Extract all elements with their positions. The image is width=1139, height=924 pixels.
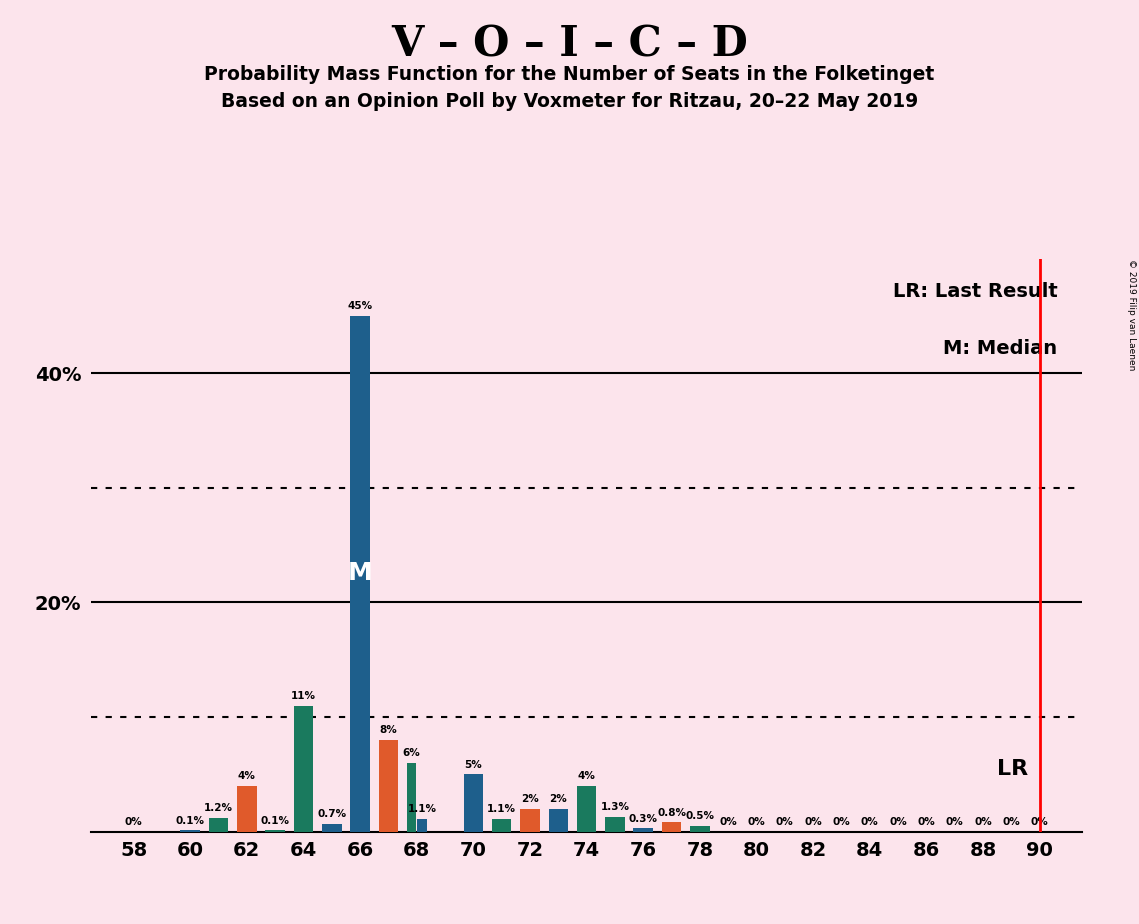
Text: 0%: 0% xyxy=(719,817,737,827)
Text: 11%: 11% xyxy=(290,691,316,701)
Bar xyxy=(378,740,399,832)
Bar xyxy=(237,785,256,832)
Bar xyxy=(417,819,427,832)
Bar xyxy=(521,808,540,832)
Text: 0%: 0% xyxy=(1031,817,1049,827)
Text: 0%: 0% xyxy=(747,817,765,827)
Text: 1.1%: 1.1% xyxy=(487,805,516,814)
Bar xyxy=(492,819,511,832)
Text: 45%: 45% xyxy=(347,301,372,311)
Text: M: Median: M: Median xyxy=(943,339,1057,358)
Text: LR: LR xyxy=(997,759,1029,779)
Text: 0%: 0% xyxy=(917,817,935,827)
Text: V – O – I – C – D: V – O – I – C – D xyxy=(391,23,748,65)
Text: 0%: 0% xyxy=(945,817,964,827)
Text: M: M xyxy=(347,561,372,585)
Text: 0.5%: 0.5% xyxy=(686,811,714,821)
Bar xyxy=(208,818,228,832)
Text: 0.1%: 0.1% xyxy=(261,816,289,826)
Text: Based on an Opinion Poll by Voxmeter for Ritzau, 20–22 May 2019: Based on an Opinion Poll by Voxmeter for… xyxy=(221,92,918,112)
Bar xyxy=(690,826,710,832)
Text: 0.8%: 0.8% xyxy=(657,808,686,818)
Text: 0%: 0% xyxy=(776,817,794,827)
Bar xyxy=(605,817,624,832)
Text: 2%: 2% xyxy=(549,794,567,804)
Text: 0.7%: 0.7% xyxy=(318,809,346,819)
Text: 0%: 0% xyxy=(804,817,822,827)
Text: 0%: 0% xyxy=(1002,817,1021,827)
Bar xyxy=(662,822,681,832)
Text: 6%: 6% xyxy=(402,748,420,759)
Text: 0%: 0% xyxy=(861,817,878,827)
Text: 4%: 4% xyxy=(238,772,256,781)
Bar xyxy=(180,831,200,832)
Bar xyxy=(576,785,597,832)
Bar xyxy=(265,831,285,832)
Text: © 2019 Filip van Laenen: © 2019 Filip van Laenen xyxy=(1126,259,1136,371)
Text: 0%: 0% xyxy=(974,817,992,827)
Text: Probability Mass Function for the Number of Seats in the Folketinget: Probability Mass Function for the Number… xyxy=(204,65,935,84)
Text: 1.1%: 1.1% xyxy=(408,805,436,814)
Text: 5%: 5% xyxy=(465,760,482,770)
Bar xyxy=(351,316,370,832)
Text: 0%: 0% xyxy=(124,817,142,827)
Text: 2%: 2% xyxy=(521,794,539,804)
Text: 0.3%: 0.3% xyxy=(629,813,657,823)
Bar xyxy=(322,823,342,832)
Text: 0%: 0% xyxy=(890,817,907,827)
Text: LR: Last Result: LR: Last Result xyxy=(893,282,1057,300)
Bar xyxy=(294,706,313,832)
Bar xyxy=(549,808,568,832)
Text: 0.1%: 0.1% xyxy=(175,816,205,826)
Text: 4%: 4% xyxy=(577,772,596,781)
Text: 8%: 8% xyxy=(379,725,398,736)
Text: 1.2%: 1.2% xyxy=(204,803,233,813)
Bar xyxy=(464,774,483,832)
Bar xyxy=(633,828,653,832)
Text: 0%: 0% xyxy=(833,817,851,827)
Text: 1.3%: 1.3% xyxy=(600,802,630,812)
Bar xyxy=(407,763,416,832)
